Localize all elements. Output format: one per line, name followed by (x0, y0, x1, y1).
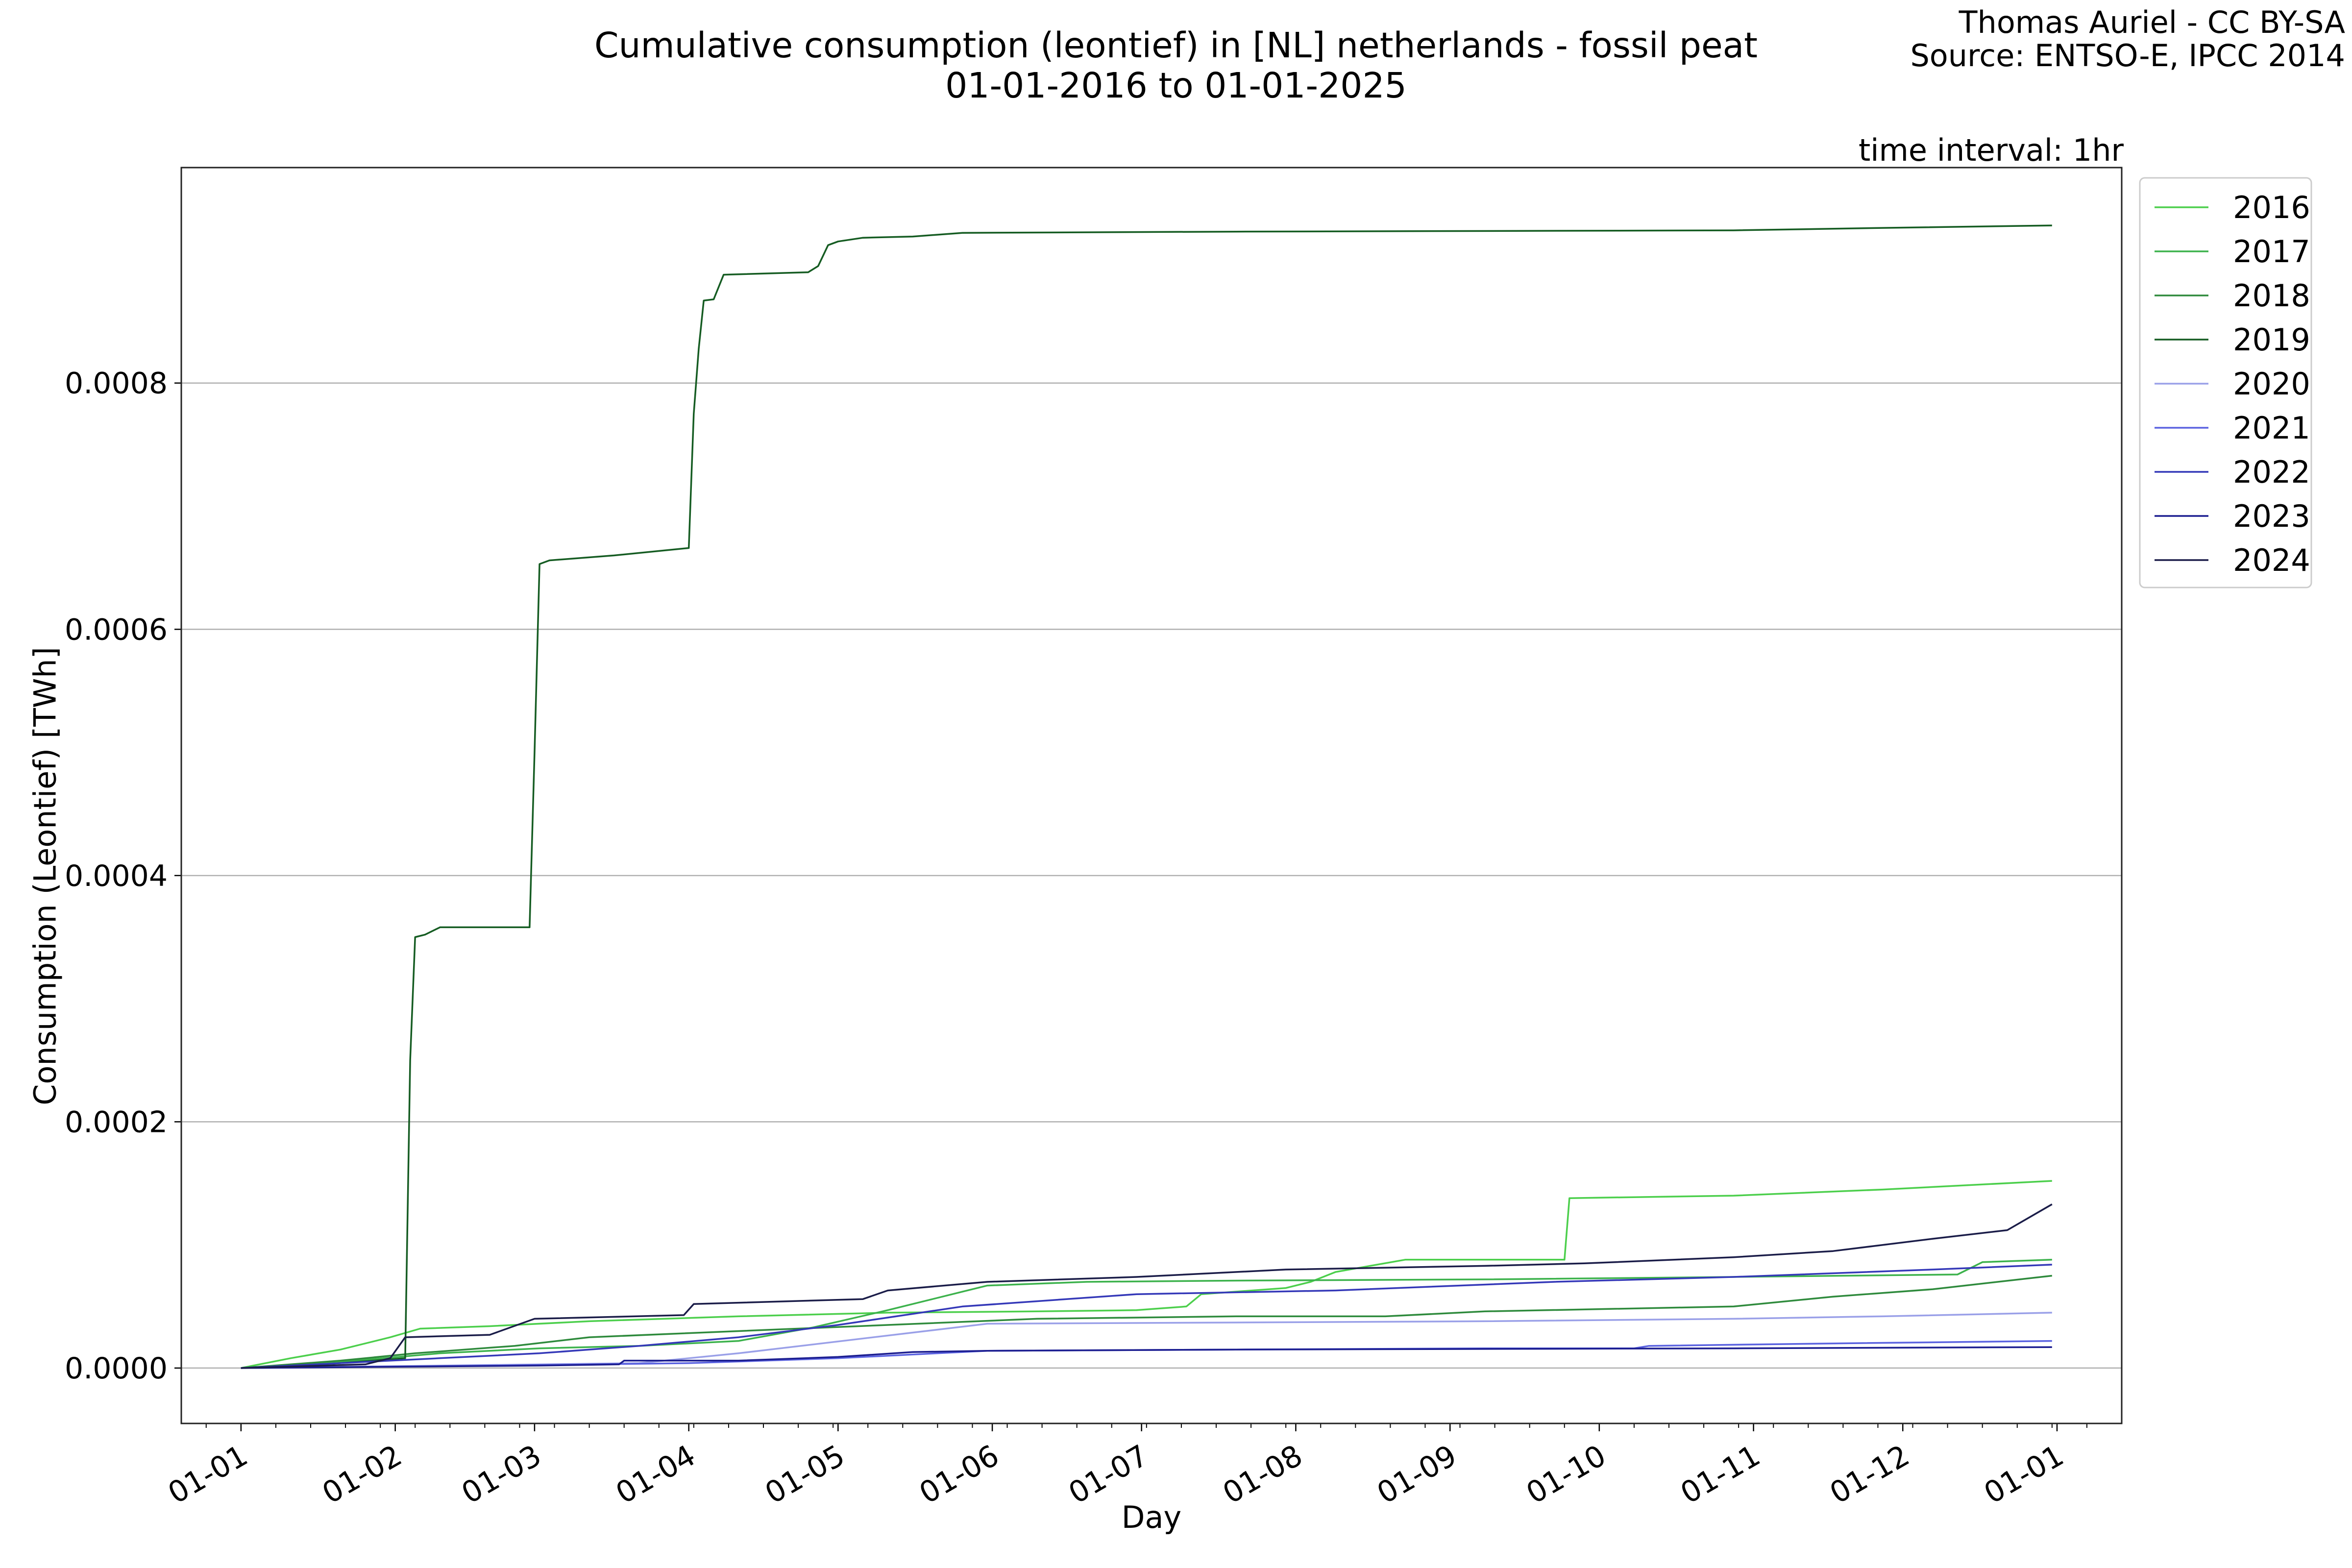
legend-box (2139, 177, 2312, 588)
x-tick-label: 01-09 (1372, 1438, 1463, 1511)
y-tick-label: 0.0006 (65, 612, 168, 647)
series-line-2019 (241, 224, 2052, 1369)
y-tick-label: 0.0008 (65, 367, 168, 401)
series-line-2018 (241, 1274, 2052, 1369)
series-line-2016 (241, 1180, 2052, 1369)
x-tick-label: 01-02 (317, 1438, 408, 1511)
legend-label: 2024 (2233, 542, 2310, 578)
legend-label: 2017 (2233, 234, 2310, 270)
x-tick-label: 01-03 (456, 1438, 547, 1511)
chart-title: Cumulative consumption (leontief) in [NL… (594, 25, 1758, 66)
series-line-2022 (241, 1264, 2052, 1369)
x-axis-label: Day (1121, 1499, 1182, 1535)
legend-label: 2022 (2233, 454, 2310, 490)
y-tick-label: 0.0002 (65, 1105, 168, 1139)
credit-source: Source: ENTSO-E, IPCC 2014 (1910, 38, 2345, 74)
x-tick-label: 01-06 (914, 1438, 1005, 1511)
x-tick-label: 01-12 (1824, 1438, 1915, 1511)
plot-area-frame (180, 167, 2123, 1424)
legend-label: 2023 (2233, 498, 2310, 534)
x-tick-label: 01-11 (1675, 1438, 1766, 1511)
legend-label: 2016 (2233, 190, 2310, 225)
x-tick-label: 01-01 (1979, 1438, 2070, 1511)
legend-label: 2018 (2233, 278, 2310, 314)
x-tick-label: 01-01 (162, 1438, 253, 1511)
x-tick-label: 01-04 (610, 1438, 701, 1511)
series-line-2020 (241, 1312, 2052, 1369)
legend-label: 2020 (2233, 366, 2310, 402)
x-tick-label: 01-10 (1520, 1438, 1612, 1511)
chart-subtitle: 01-01-2016 to 01-01-2025 (945, 65, 1407, 106)
x-tick-label: 01-08 (1217, 1438, 1308, 1511)
legend-label: 2021 (2233, 410, 2310, 446)
time-interval-label: time interval: 1hr (1859, 132, 2124, 168)
legend-label: 2019 (2233, 322, 2310, 358)
y-tick-label: 0.0000 (65, 1351, 168, 1386)
x-tick-label: 01-05 (760, 1438, 851, 1511)
series-line-2024 (241, 1203, 2053, 1369)
series-line-2023 (241, 1346, 2052, 1369)
credit-author: Thomas Auriel - CC BY-SA (1959, 4, 2345, 40)
x-tick-label: 01-07 (1063, 1438, 1154, 1511)
series-line-2017 (241, 1259, 2052, 1369)
y-tick-label: 0.0004 (65, 859, 168, 893)
